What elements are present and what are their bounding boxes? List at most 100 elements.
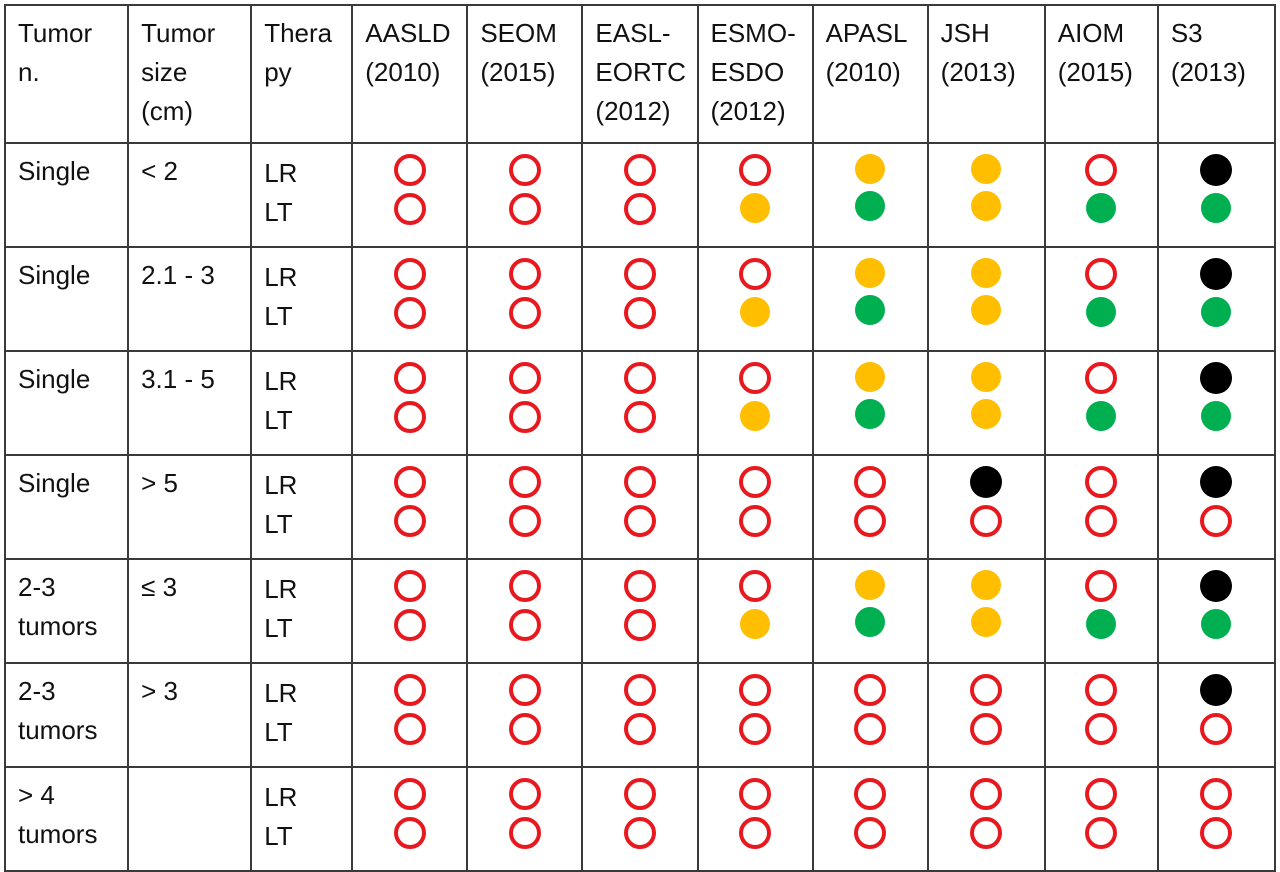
yellow-dot-icon xyxy=(971,399,1002,429)
mark-cell-aasld xyxy=(351,766,469,872)
therapy-cell: LR LT xyxy=(250,558,354,664)
therapy-cell: LR LT xyxy=(250,142,354,248)
open-circle-icon xyxy=(508,297,541,329)
open-circle-icon xyxy=(854,778,887,810)
open-circle-icon xyxy=(739,570,772,602)
open-circle-icon xyxy=(623,193,656,225)
black-dot-icon xyxy=(1200,154,1233,186)
tumor-size-cell: ≤ 3 xyxy=(127,558,253,664)
open-circle-icon xyxy=(508,466,541,498)
open-circle-icon xyxy=(1085,817,1118,849)
open-circle-icon xyxy=(1200,817,1233,849)
open-circle-icon xyxy=(508,570,541,602)
open-circle-icon xyxy=(623,609,656,641)
mark-cell-apasl xyxy=(811,662,929,768)
yellow-dot-icon xyxy=(740,609,771,639)
green-dot-icon xyxy=(855,607,886,637)
open-circle-icon xyxy=(970,817,1003,849)
table-body: Single < 2 LR LT Single 2.1 - 3 LR LT Single 3.1 … xyxy=(3,142,1277,872)
tumor-size-cell-text: < 2 xyxy=(141,156,178,186)
therapy-cell: LR LT xyxy=(250,662,354,768)
yellow-dot-icon xyxy=(971,570,1002,600)
tumor-number-cell-text: tumors xyxy=(18,611,98,641)
table-row: Single 3.1 - 5 LR LT xyxy=(3,350,1277,456)
open-circle-icon xyxy=(854,817,887,849)
mark-cell-aiom xyxy=(1043,766,1159,872)
tumor-size-cell: > 3 xyxy=(127,662,253,768)
therapy-cell: LR LT xyxy=(250,350,354,456)
mark-cell-jsh xyxy=(926,142,1046,248)
mark-cell-seom xyxy=(466,246,584,352)
mark-cell-esmo-esdo xyxy=(696,142,814,248)
header-tumor-size: Tumor size (cm) xyxy=(127,4,253,144)
open-circle-icon xyxy=(1200,778,1233,810)
tumor-number-cell-text: 2-3 xyxy=(18,676,56,706)
tumor-number-cell: Single xyxy=(3,142,130,248)
tumor-number-cell: Single xyxy=(3,454,130,560)
header-apasl: APASL (2010) xyxy=(811,4,929,144)
therapy-cell-text: LT xyxy=(264,301,293,331)
therapy-cell-text: LT xyxy=(264,821,293,851)
mark-cell-apasl xyxy=(811,454,929,560)
mark-cell-easl-eortc xyxy=(581,662,699,768)
mark-cell-s3 xyxy=(1156,246,1277,352)
open-circle-icon xyxy=(623,401,656,433)
mark-cell-jsh xyxy=(926,558,1046,664)
tumor-number-cell: 2-3 tumors xyxy=(3,662,130,768)
open-circle-icon xyxy=(393,401,426,433)
tumor-number-cell-text: tumors xyxy=(18,715,98,745)
yellow-dot-icon xyxy=(740,297,771,327)
open-circle-icon xyxy=(739,362,772,394)
mark-cell-s3 xyxy=(1156,558,1277,664)
green-dot-icon xyxy=(1086,193,1117,223)
tumor-number-cell-text: Single xyxy=(18,468,91,498)
yellow-dot-icon xyxy=(971,362,1002,392)
header-row: Tumor n. Tumor size (cm) Thera py AASLD (2010… xyxy=(3,4,1277,144)
open-circle-icon xyxy=(1085,505,1118,537)
mark-cell-aiom xyxy=(1043,454,1159,560)
tumor-number-cell: Single xyxy=(3,246,130,352)
tumor-number-cell-text: Single xyxy=(18,260,91,290)
mark-cell-easl-eortc xyxy=(581,350,699,456)
tumor-size-cell: 2.1 - 3 xyxy=(127,246,253,352)
mark-cell-esmo-esdo xyxy=(696,766,814,872)
mark-cell-easl-eortc xyxy=(581,454,699,560)
open-circle-icon xyxy=(1085,466,1118,498)
mark-cell-apasl xyxy=(811,350,929,456)
mark-cell-aasld xyxy=(351,454,469,560)
open-circle-icon xyxy=(393,778,426,810)
open-circle-icon xyxy=(970,505,1003,537)
green-dot-icon xyxy=(1201,193,1232,223)
open-circle-icon xyxy=(854,466,887,498)
open-circle-icon xyxy=(623,154,656,186)
tumor-size-cell: 3.1 - 5 xyxy=(127,350,253,456)
header-s3: S3 (2013) xyxy=(1156,4,1277,144)
open-circle-icon xyxy=(393,609,426,641)
mark-cell-seom xyxy=(466,662,584,768)
yellow-dot-icon xyxy=(855,154,886,184)
open-circle-icon xyxy=(508,401,541,433)
open-circle-icon xyxy=(393,193,426,225)
mark-cell-apasl xyxy=(811,766,929,872)
table-row: 2-3 tumors > 3 LR LT xyxy=(3,662,1277,768)
header-therapy: Thera py xyxy=(250,4,354,144)
mark-cell-jsh xyxy=(926,246,1046,352)
mark-cell-aasld xyxy=(351,350,469,456)
open-circle-icon xyxy=(623,674,656,706)
tumor-size-cell-text: ≤ 3 xyxy=(141,572,178,602)
mark-cell-jsh xyxy=(926,350,1046,456)
mark-cell-jsh xyxy=(926,766,1046,872)
open-circle-icon xyxy=(1085,258,1118,290)
therapy-cell-text: LR xyxy=(264,574,298,604)
open-circle-icon xyxy=(623,817,656,849)
open-circle-icon xyxy=(393,466,426,498)
open-circle-icon xyxy=(739,505,772,537)
open-circle-icon xyxy=(508,778,541,810)
tumor-number-cell: > 4 tumors xyxy=(3,766,130,872)
open-circle-icon xyxy=(393,713,426,745)
mark-cell-s3 xyxy=(1156,350,1277,456)
mark-cell-aasld xyxy=(351,558,469,664)
therapy-cell: LR LT xyxy=(250,766,354,872)
open-circle-icon xyxy=(508,674,541,706)
black-dot-icon xyxy=(1200,674,1233,706)
